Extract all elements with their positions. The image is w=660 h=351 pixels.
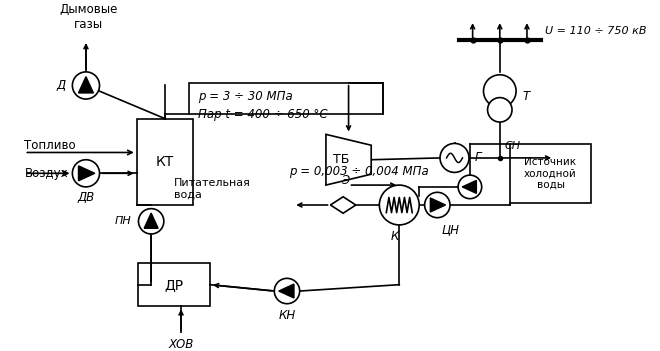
Circle shape (275, 278, 300, 304)
Bar (189, 83, 383, 114)
Text: ДР: ДР (164, 278, 183, 292)
Text: Пар t = 400 ÷ 650 °С: Пар t = 400 ÷ 650 °С (198, 108, 328, 121)
Polygon shape (79, 166, 95, 181)
Text: КН: КН (279, 309, 296, 322)
Circle shape (484, 75, 516, 107)
Text: Питательная
вода: Питательная вода (174, 178, 251, 200)
Circle shape (488, 98, 512, 122)
Bar (137, 263, 210, 306)
Circle shape (73, 160, 100, 187)
Circle shape (424, 192, 450, 218)
Text: Источник
холодной
воды: Источник холодной воды (524, 157, 577, 190)
Text: Топливо: Топливо (24, 139, 76, 152)
Polygon shape (430, 198, 446, 212)
Text: ПН: ПН (114, 216, 131, 226)
Text: Дымовые
газы: Дымовые газы (59, 3, 118, 31)
Text: ДВ: ДВ (77, 191, 94, 204)
Text: К: К (391, 230, 399, 243)
Circle shape (139, 208, 164, 234)
Circle shape (73, 72, 100, 99)
Text: Д: Д (57, 79, 66, 92)
Text: КТ: КТ (156, 154, 174, 168)
Circle shape (440, 144, 469, 172)
Circle shape (379, 185, 419, 225)
Polygon shape (144, 213, 158, 228)
Bar (137, 119, 193, 205)
Text: СН: СН (504, 141, 521, 151)
Circle shape (458, 175, 482, 199)
Text: ТБ: ТБ (333, 153, 350, 166)
Text: Воздух: Воздух (24, 167, 68, 180)
Polygon shape (331, 197, 356, 213)
Text: Т: Т (523, 90, 529, 103)
Polygon shape (462, 180, 477, 193)
Text: p = 0,003 ÷ 0,004 МПа: p = 0,003 ÷ 0,004 МПа (289, 165, 428, 178)
Bar (510, 144, 591, 203)
Text: p = 3 ÷ 30 МПа: p = 3 ÷ 30 МПа (198, 90, 293, 103)
Text: Э: Э (341, 174, 349, 187)
Text: U = 110 ÷ 750 кВ: U = 110 ÷ 750 кВ (545, 26, 647, 36)
Polygon shape (326, 134, 371, 185)
Text: Г: Г (475, 151, 481, 164)
Polygon shape (279, 284, 294, 298)
Text: ХОВ: ХОВ (168, 338, 193, 351)
Polygon shape (79, 77, 94, 93)
Text: ЦН: ЦН (442, 223, 460, 236)
